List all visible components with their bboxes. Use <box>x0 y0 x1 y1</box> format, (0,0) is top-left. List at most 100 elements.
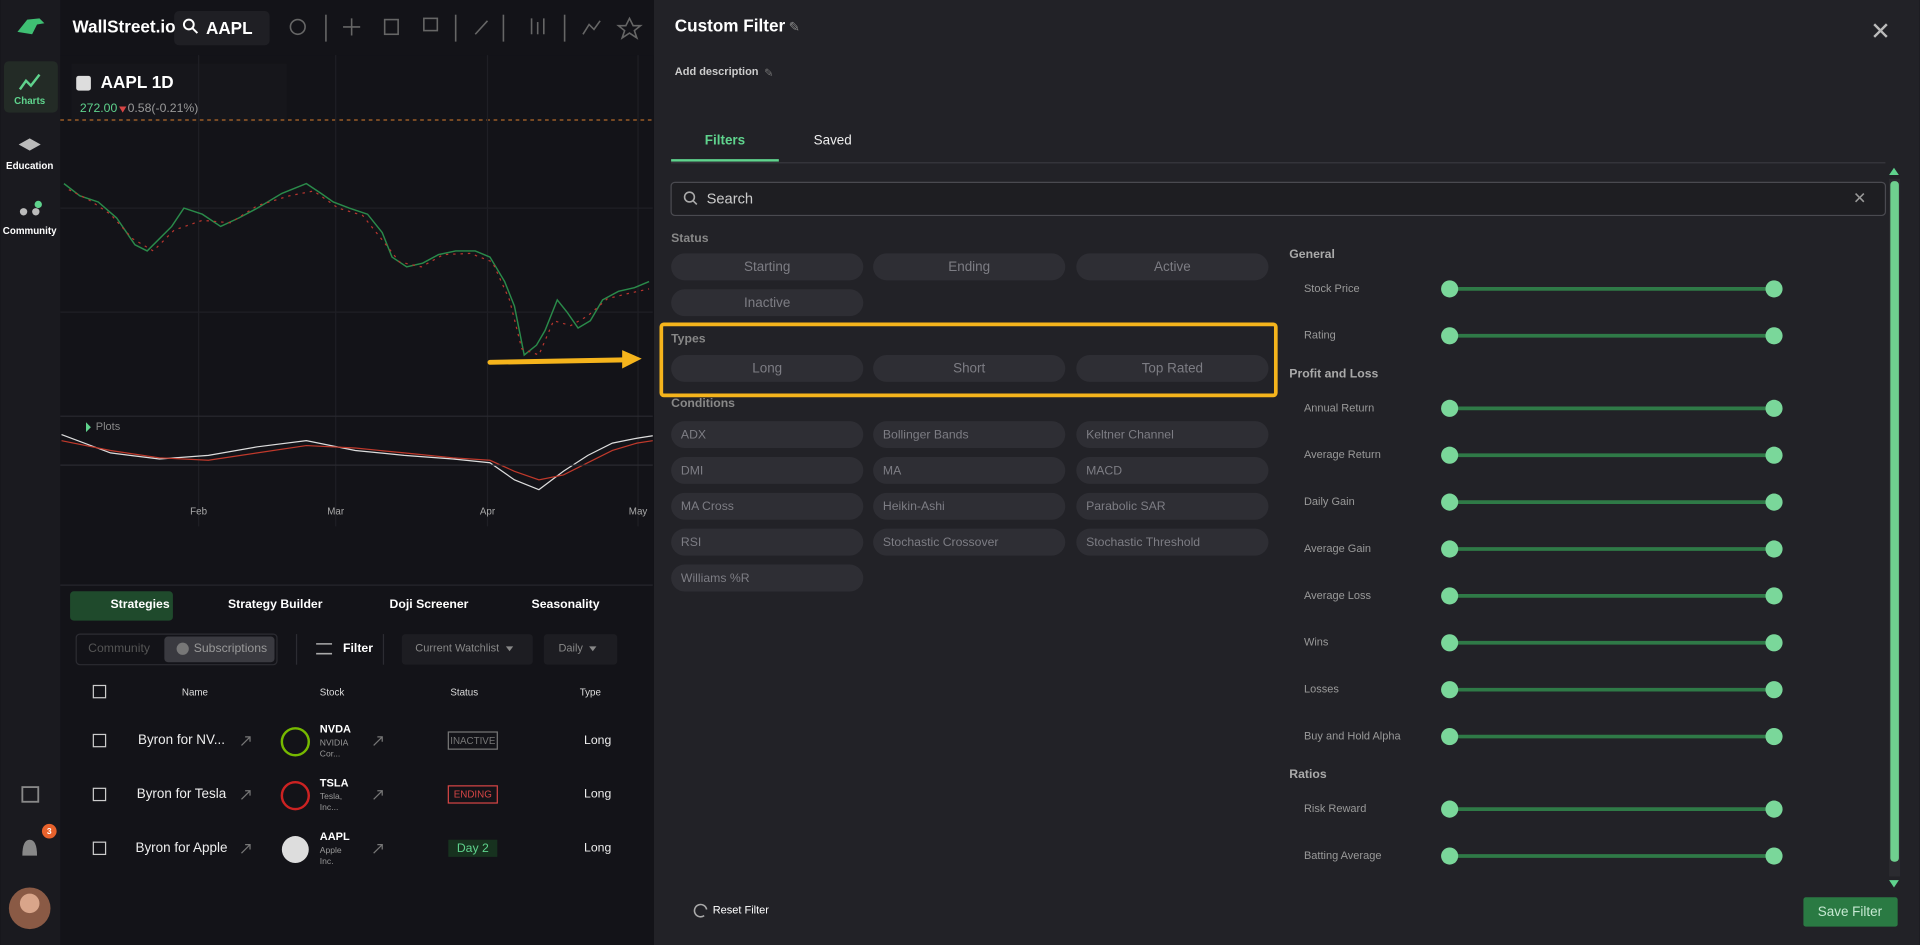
slider-handle[interactable] <box>1441 847 1459 865</box>
slider-handle[interactable] <box>1765 727 1783 746</box>
slider-handle[interactable] <box>1765 446 1783 464</box>
edit-icon[interactable]: ✎ <box>789 20 800 35</box>
row-checkbox[interactable] <box>92 841 107 856</box>
filter-chip[interactable] <box>671 564 864 592</box>
chip-label[interactable]: Inactive <box>744 295 790 310</box>
logout-icon[interactable] <box>21 786 40 803</box>
tab[interactable]: Filters <box>705 132 745 147</box>
slider-handle[interactable] <box>1441 540 1459 558</box>
filter-chip[interactable] <box>671 421 864 449</box>
chip-label[interactable]: Starting <box>744 259 790 274</box>
filter-button[interactable]: Filter <box>343 641 373 655</box>
filter-chip[interactable] <box>873 253 1066 281</box>
link-icon[interactable] <box>241 844 251 854</box>
panel-tab[interactable]: Doji Screener <box>390 597 469 611</box>
filter-chip[interactable] <box>1076 421 1269 449</box>
panel-tab[interactable]: Seasonality <box>532 597 600 611</box>
link-icon[interactable] <box>373 736 383 746</box>
search-box[interactable] <box>670 181 1887 217</box>
symbol-search[interactable] <box>174 11 270 46</box>
slider-handle[interactable] <box>1441 634 1459 652</box>
chip-label[interactable]: MACD <box>1086 463 1122 477</box>
slider-handle[interactable] <box>1765 681 1783 699</box>
link-icon[interactable] <box>373 844 383 854</box>
filter-chip[interactable] <box>671 456 864 484</box>
strategy-name[interactable]: Byron for NV... <box>138 732 225 747</box>
close-button[interactable]: ✕ <box>1870 19 1891 46</box>
filter-chip[interactable] <box>1076 492 1269 520</box>
save-button-label[interactable]: Save Filter <box>1818 904 1883 919</box>
slider-handle[interactable] <box>1765 634 1783 652</box>
bell-icon[interactable] <box>22 839 38 856</box>
nav-item[interactable]: Charts <box>14 96 46 107</box>
nav-item[interactable]: Education <box>6 161 53 172</box>
logo[interactable] <box>17 18 45 35</box>
chip-label[interactable]: RSI <box>681 535 701 549</box>
filter-chip[interactable] <box>671 253 864 281</box>
chip-label[interactable]: Bollinger Bands <box>883 427 969 441</box>
slider-handle[interactable] <box>1765 587 1783 605</box>
chip-label[interactable]: Keltner Channel <box>1086 427 1174 441</box>
filter-chip[interactable] <box>873 492 1066 520</box>
slider-handle[interactable] <box>1441 327 1459 345</box>
scroll-up[interactable] <box>1889 167 1899 176</box>
clear-search[interactable]: ✕ <box>1853 191 1866 208</box>
interval-select[interactable]: Daily <box>558 643 583 655</box>
chip-label[interactable]: Parabolic SAR <box>1086 499 1166 513</box>
slider-handle[interactable] <box>1765 800 1783 818</box>
chip-label[interactable]: ADX <box>681 427 706 441</box>
slider-handle[interactable] <box>1765 540 1783 558</box>
slider-handle[interactable] <box>1441 280 1459 298</box>
filter-chip[interactable] <box>873 456 1066 484</box>
strategy-name[interactable]: Byron for Apple <box>135 840 227 855</box>
filter-chip[interactable] <box>873 421 1066 449</box>
symbol[interactable]: AAPL <box>206 18 253 38</box>
slider-handle[interactable] <box>1441 587 1459 605</box>
link-icon[interactable] <box>241 736 251 746</box>
scope-option[interactable]: Subscriptions <box>194 641 267 655</box>
chip-label[interactable]: MA <box>883 463 902 477</box>
filter-chip[interactable] <box>671 289 864 317</box>
slider-handle[interactable] <box>1765 847 1783 865</box>
filter-chip[interactable] <box>1076 253 1269 281</box>
chip-label[interactable]: Short <box>953 361 985 376</box>
edit-icon[interactable]: ✎ <box>764 67 773 79</box>
scope-option[interactable]: Community <box>88 641 151 655</box>
chip-label[interactable]: Ending <box>948 259 990 274</box>
panel-tab[interactable]: Strategy Builder <box>228 597 323 611</box>
slider-handle[interactable] <box>1441 446 1459 464</box>
panel-tab[interactable]: Strategies <box>110 597 169 611</box>
filter-chip[interactable] <box>873 354 1066 382</box>
scroll-down[interactable] <box>1889 880 1899 888</box>
filter-chip[interactable] <box>1076 456 1269 484</box>
strategy-name[interactable]: Byron for Tesla <box>137 786 227 801</box>
panel-toggle[interactable] <box>85 422 91 433</box>
chip-label[interactable]: Heikin-Ashi <box>883 499 945 513</box>
slider-handle[interactable] <box>1441 399 1459 417</box>
row-checkbox[interactable] <box>92 787 107 802</box>
chip-label[interactable]: Long <box>752 361 782 376</box>
interval-select[interactable] <box>543 634 618 665</box>
row-checkbox[interactable] <box>92 733 107 748</box>
slider-handle[interactable] <box>1765 280 1783 298</box>
scope-active-bg[interactable] <box>164 636 275 663</box>
slider-handle[interactable] <box>1441 727 1459 746</box>
filter-chip[interactable] <box>873 528 1066 556</box>
add-description[interactable]: Add description <box>675 66 759 78</box>
scrollbar-thumb[interactable] <box>1890 181 1899 862</box>
slider-handle[interactable] <box>1441 681 1459 699</box>
filter-chip[interactable] <box>1076 528 1269 556</box>
chip-label[interactable]: Active <box>1154 259 1191 274</box>
slider-handle[interactable] <box>1441 493 1459 511</box>
tab-active-bg[interactable] <box>70 591 173 621</box>
filter-chip[interactable] <box>1076 354 1269 382</box>
chip-label[interactable]: Top Rated <box>1142 361 1203 376</box>
slider-handle[interactable] <box>1441 800 1459 818</box>
watchlist-select[interactable]: Current Watchlist <box>415 643 499 655</box>
filter-chip[interactable] <box>671 354 864 382</box>
slider-handle[interactable] <box>1765 327 1783 345</box>
tab[interactable]: Saved <box>814 132 852 147</box>
chip-label[interactable]: Stochastic Crossover <box>883 535 999 549</box>
reset-button[interactable]: Reset Filter <box>713 905 770 917</box>
link-icon[interactable] <box>241 790 251 800</box>
